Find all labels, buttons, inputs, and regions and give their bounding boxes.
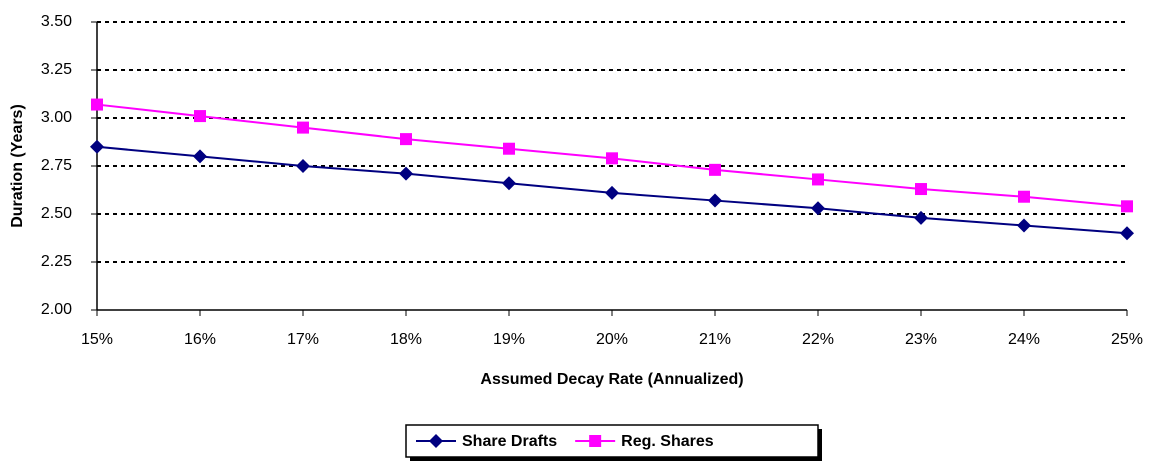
- x-tick-label: 25%: [1111, 331, 1143, 348]
- marker: [1120, 226, 1134, 241]
- x-tick-label: 21%: [699, 331, 731, 348]
- marker: [194, 110, 206, 123]
- y-tick-label: 3.00: [41, 109, 72, 126]
- y-tick-label: 2.25: [41, 253, 72, 270]
- marker: [399, 166, 413, 181]
- x-tick-label: 24%: [1008, 331, 1040, 348]
- legend-label: Reg. Shares: [621, 433, 714, 450]
- x-tick-label: 16%: [184, 331, 216, 348]
- marker: [1121, 200, 1133, 213]
- x-tick-label: 22%: [802, 331, 834, 348]
- marker: [429, 434, 443, 448]
- y-tick-label: 2.00: [41, 301, 72, 318]
- marker: [915, 183, 927, 196]
- x-tick-label: 23%: [905, 331, 937, 348]
- marker: [1018, 190, 1030, 203]
- marker: [296, 159, 310, 173]
- y-tick-label: 3.25: [41, 61, 72, 78]
- x-tick-label: 19%: [493, 331, 525, 348]
- marker: [400, 133, 412, 146]
- marker: [90, 139, 104, 154]
- marker: [1017, 218, 1031, 233]
- y-tick-label: 2.50: [41, 205, 72, 222]
- x-tick-label: 20%: [596, 331, 628, 348]
- marker: [193, 149, 207, 164]
- marker: [811, 201, 825, 216]
- x-axis-title: Assumed Decay Rate (Annualized): [480, 371, 743, 388]
- marker: [297, 121, 309, 134]
- marker: [606, 152, 618, 165]
- y-tick-label: 2.75: [41, 157, 72, 174]
- x-tick-label: 17%: [287, 331, 319, 348]
- marker: [503, 142, 515, 155]
- marker: [709, 163, 721, 176]
- legend-label: Share Drafts: [462, 433, 557, 450]
- marker: [914, 210, 928, 225]
- x-tick-label: 18%: [390, 331, 422, 348]
- marker: [812, 173, 824, 186]
- marker: [91, 98, 103, 111]
- marker: [502, 176, 516, 191]
- marker: [605, 185, 619, 200]
- marker: [589, 435, 602, 447]
- x-tick-label: 15%: [81, 331, 113, 348]
- y-tick-label: 3.50: [41, 13, 72, 30]
- y-axis-title: Duration (Years): [9, 104, 26, 228]
- marker: [708, 193, 722, 208]
